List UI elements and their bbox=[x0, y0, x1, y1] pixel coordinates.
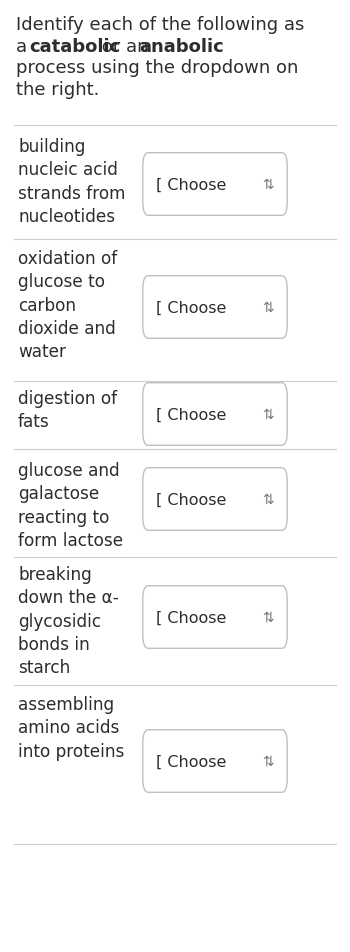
FancyBboxPatch shape bbox=[143, 730, 287, 792]
Text: glucose and
galactose
reacting to
form lactose: glucose and galactose reacting to form l… bbox=[18, 462, 123, 549]
Text: catabolic: catabolic bbox=[29, 37, 120, 55]
FancyBboxPatch shape bbox=[143, 468, 287, 530]
FancyBboxPatch shape bbox=[143, 276, 287, 339]
FancyBboxPatch shape bbox=[143, 384, 287, 446]
Text: digestion of
fats: digestion of fats bbox=[18, 389, 117, 431]
Text: Identify each of the following as: Identify each of the following as bbox=[16, 16, 304, 34]
Text: [ Choose: [ Choose bbox=[156, 610, 226, 625]
Text: ⇅: ⇅ bbox=[262, 610, 274, 625]
Text: [ Choose: [ Choose bbox=[156, 300, 226, 315]
Text: ⇅: ⇅ bbox=[262, 754, 274, 768]
Text: assembling
amino acids
into proteins: assembling amino acids into proteins bbox=[18, 695, 124, 760]
FancyBboxPatch shape bbox=[143, 586, 287, 648]
Text: ⇅: ⇅ bbox=[262, 407, 274, 422]
Text: ⇅: ⇅ bbox=[262, 178, 274, 191]
Text: [ Choose: [ Choose bbox=[156, 177, 226, 192]
Text: breaking
down the α-
glycosidic
bonds in
starch: breaking down the α- glycosidic bonds in… bbox=[18, 565, 119, 677]
Text: ⇅: ⇅ bbox=[262, 301, 274, 315]
Text: or an: or an bbox=[96, 37, 154, 55]
Text: anabolic: anabolic bbox=[139, 37, 224, 55]
Text: [ Choose: [ Choose bbox=[156, 754, 226, 768]
Text: building
nucleic acid
strands from
nucleotides: building nucleic acid strands from nucle… bbox=[18, 138, 126, 226]
Text: [ Choose: [ Choose bbox=[156, 407, 226, 422]
Text: oxidation of
glucose to
carbon
dioxide and
water: oxidation of glucose to carbon dioxide a… bbox=[18, 249, 117, 361]
FancyBboxPatch shape bbox=[143, 153, 287, 216]
Text: the right.: the right. bbox=[16, 80, 99, 98]
Text: process using the dropdown on: process using the dropdown on bbox=[16, 59, 298, 77]
Text: a: a bbox=[16, 37, 33, 55]
Text: ⇅: ⇅ bbox=[262, 492, 274, 506]
Text: [ Choose: [ Choose bbox=[156, 492, 226, 507]
